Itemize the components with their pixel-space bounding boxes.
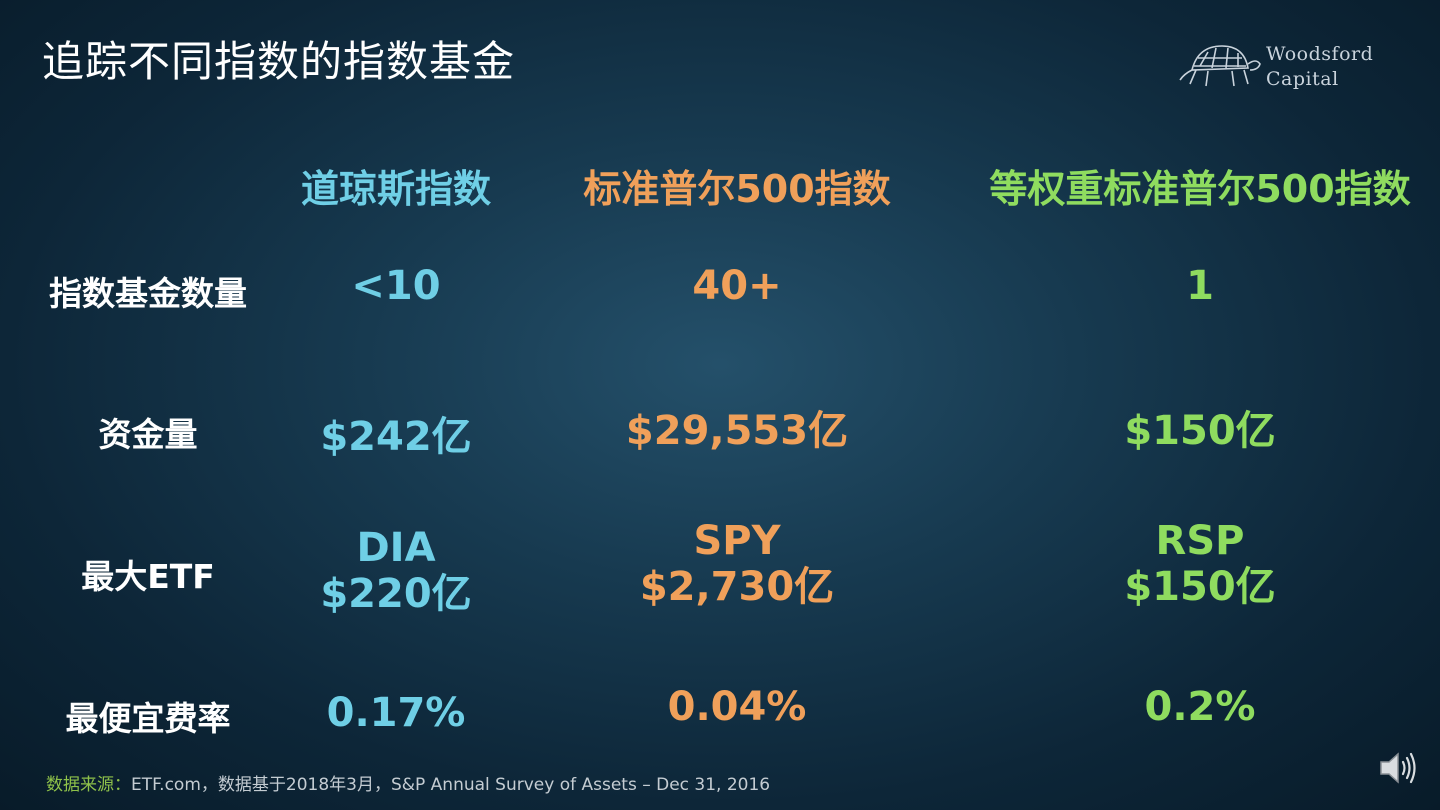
logo-line-1: Woodsford bbox=[1266, 43, 1374, 65]
etf-assets-dow: $220亿 bbox=[320, 571, 472, 617]
etf-name-sp500: SPY bbox=[693, 518, 781, 564]
row-label-assets: 资金量 bbox=[98, 415, 198, 454]
tortoise-icon bbox=[1179, 45, 1261, 87]
expense-equal-weight: 0.2% bbox=[1144, 684, 1256, 730]
company-logo: Woodsford Capital bbox=[1178, 40, 1418, 96]
expense-sp500: 0.04% bbox=[667, 684, 807, 730]
speaker-icon[interactable] bbox=[1378, 748, 1420, 788]
source-label: 数据来源： bbox=[46, 775, 131, 795]
header-dow: 道琼斯指数 bbox=[300, 167, 492, 211]
source-footnote: 数据来源：ETF.com，数据基于2018年3月，S&P Annual Surv… bbox=[46, 770, 770, 795]
etf-assets-sp500: $2,730亿 bbox=[639, 564, 835, 610]
source-text: ETF.com，数据基于2018年3月，S&P Annual Survey of… bbox=[131, 775, 771, 795]
count-dow: <10 bbox=[351, 263, 441, 309]
etf-name-equal-weight: RSP bbox=[1155, 518, 1245, 564]
assets-dow: $242亿 bbox=[320, 414, 472, 460]
logo-line-2: Capital bbox=[1266, 68, 1339, 90]
etf-name-dow: DIA bbox=[356, 525, 436, 571]
count-equal-weight: 1 bbox=[1186, 263, 1214, 309]
assets-sp500: $29,553亿 bbox=[625, 408, 849, 454]
expense-dow: 0.17% bbox=[326, 690, 466, 736]
largest-etf-dow: DIA $220亿 bbox=[320, 525, 471, 617]
etf-assets-equal-weight: $150亿 bbox=[1124, 564, 1276, 610]
count-sp500: 40+ bbox=[692, 263, 782, 309]
assets-equal-weight: $150亿 bbox=[1124, 408, 1276, 454]
header-equal-weight: 等权重标准普尔500指数 bbox=[989, 167, 1411, 211]
largest-etf-equal-weight: RSP $150亿 bbox=[1124, 518, 1275, 610]
row-label-count: 指数基金数量 bbox=[49, 274, 247, 313]
largest-etf-sp500: SPY $2,730亿 bbox=[640, 518, 834, 610]
row-label-largest-etf: 最大ETF bbox=[81, 557, 215, 596]
header-sp500: 标准普尔500指数 bbox=[583, 167, 891, 211]
row-label-expense: 最便宜费率 bbox=[65, 699, 231, 738]
slide-title: 追踪不同指数的指数基金 bbox=[42, 37, 516, 86]
